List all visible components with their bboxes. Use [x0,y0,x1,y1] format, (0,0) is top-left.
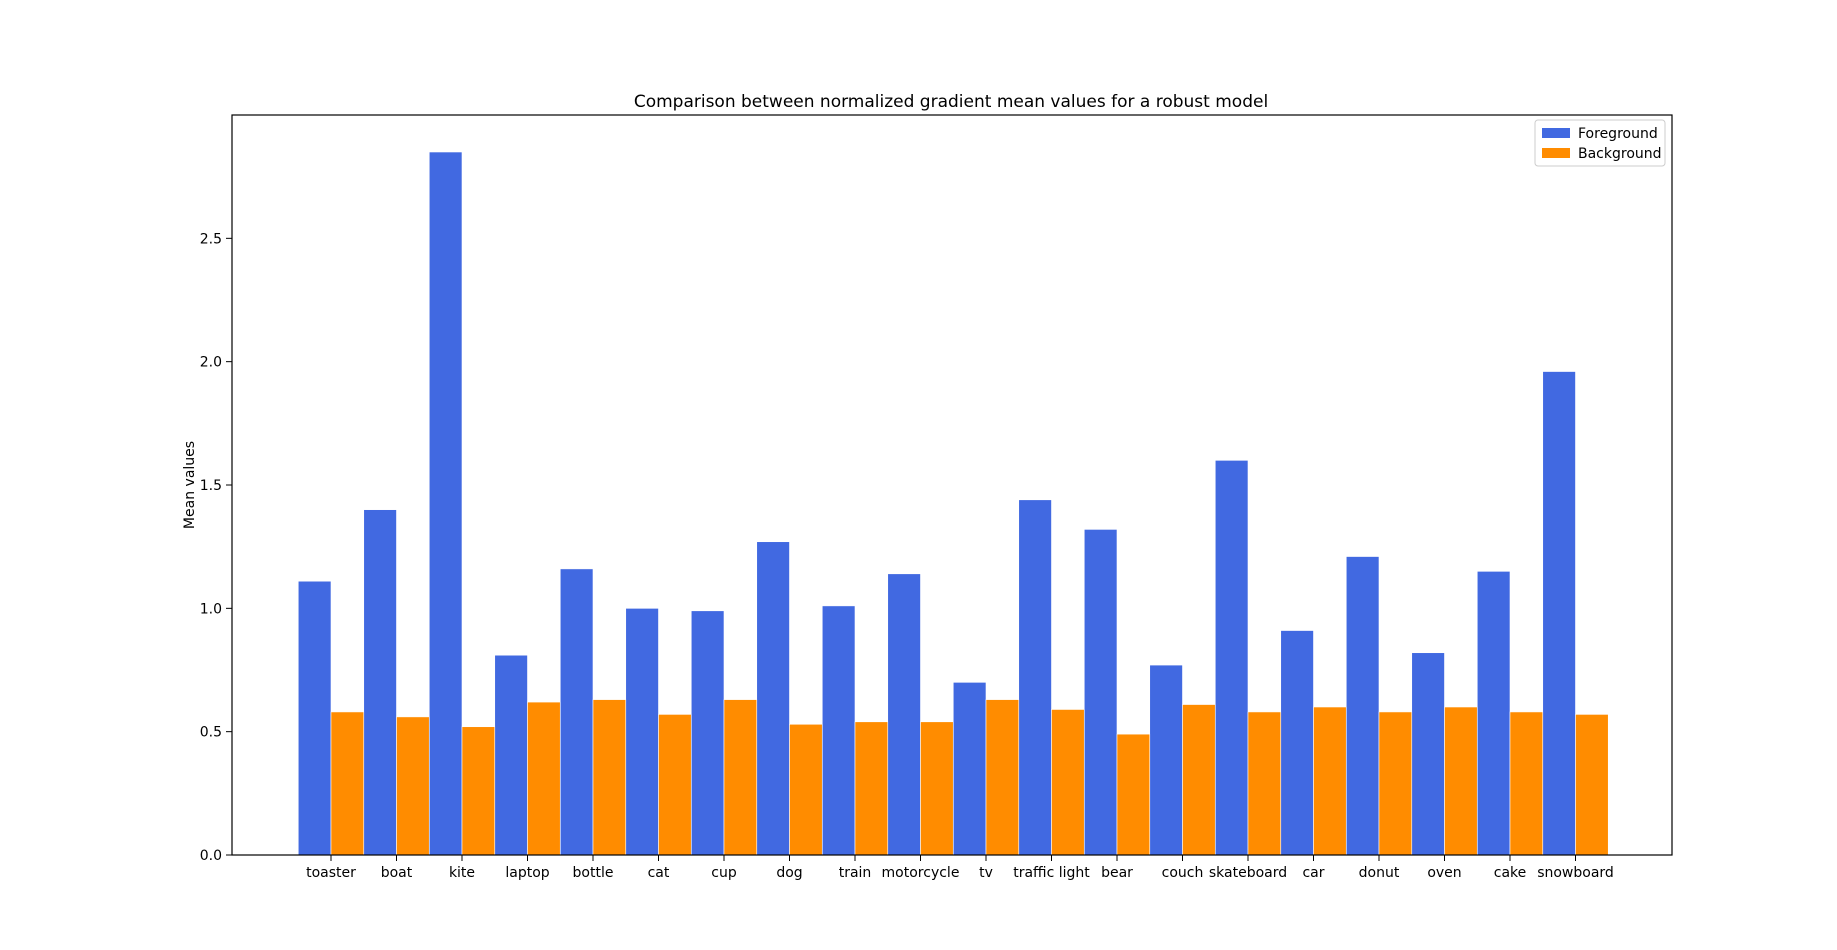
y-tick-label: 1.0 [200,601,222,617]
bar-background-couch [1182,704,1216,856]
bar-background-skateboard [1247,711,1282,856]
bar-foreground-motorcycle [887,573,921,856]
bars-group [297,151,1609,856]
plot-area-frame [231,114,1673,856]
bar-background-traffic-light [1051,709,1085,856]
x-tick-label: bear [1101,865,1133,881]
y-tick-label: 2.5 [200,231,222,247]
bar-foreground-bottle [559,568,594,856]
x-tick-label: oven [1427,865,1461,881]
bar-foreground-traffic-light [1018,499,1052,856]
legend-swatch-foreground [1542,128,1570,138]
bar-background-cake [1509,711,1544,856]
bar-background-boat [396,716,430,856]
bar-background-cat [658,714,692,856]
y-tick-label: 0.0 [200,848,222,864]
legend: Foreground Background [1534,119,1666,167]
bar-background-tv [985,699,1020,856]
bar-foreground-tv [952,682,987,856]
bar-foreground-car [1280,630,1314,856]
bar-background-oven [1444,706,1478,856]
y-axis-label: Mean values [182,441,198,529]
x-tick-label: laptop [505,865,549,881]
bar-foreground-skateboard [1214,460,1249,856]
x-tick-label: cup [711,865,737,881]
bar-background-bear [1116,733,1151,856]
x-tick-label: motorcycle [882,865,960,881]
x-tick-label: dog [776,865,802,881]
bar-foreground-laptop [494,654,528,856]
bar-foreground-toaster [297,580,332,856]
bar-background-donut [1378,711,1413,856]
bar-background-dog [789,723,823,856]
bar-background-cup [723,699,758,856]
x-tick-label: snowboard [1537,865,1614,881]
x-tick-label: couch [1162,865,1204,881]
y-tick-label: 2.0 [200,355,222,371]
x-tick-label: traffic light [1013,865,1090,881]
legend-swatch-background [1542,148,1570,158]
legend-label-foreground: Foreground [1578,126,1658,142]
bar-foreground-couch [1149,664,1183,856]
bar-foreground-donut [1345,556,1380,856]
bar-foreground-boat [363,509,397,856]
bar-background-laptop [527,701,561,856]
chart-title: Comparison between normalized gradient m… [634,92,1268,112]
bar-foreground-oven [1411,652,1445,856]
x-tick-label: tv [979,865,993,881]
x-tick-label: skateboard [1209,865,1287,881]
bar-background-train [854,721,889,856]
bar-foreground-kite [428,151,463,856]
y-tick-label: 1.5 [200,478,222,494]
bar-background-motorcycle [920,721,954,856]
legend-label-background: Background [1578,146,1662,162]
bar-background-snowboard [1575,714,1609,856]
bar-background-car [1313,706,1347,856]
bar-foreground-dog [756,541,790,856]
x-tick-label: train [839,865,872,881]
bar-foreground-snowboard [1542,371,1576,856]
x-tick-label: bottle [573,865,614,881]
x-tick-label: car [1302,865,1324,881]
x-tick-label: toaster [306,865,356,881]
x-tick-label: cake [1494,865,1527,881]
bar-foreground-cake [1476,571,1511,856]
y-axis-ticks: 0.0 0.5 1.0 1.5 2.0 2.5 [200,231,232,864]
y-tick-label: 0.5 [200,725,222,741]
x-tick-label: kite [449,865,475,881]
bar-foreground-bear [1083,529,1118,856]
bar-background-toaster [330,711,365,856]
x-tick-label: boat [381,865,413,881]
x-axis-ticks: toaster boat kite laptop bottle cat cup dog trai… [306,855,1614,881]
bar-foreground-cat [625,608,659,856]
x-tick-label: donut [1359,865,1400,881]
x-tick-label: cat [648,865,670,881]
bar-background-kite [461,726,496,856]
bar-foreground-train [821,605,856,856]
bar-foreground-cup [690,610,725,856]
bar-background-bottle [592,699,627,856]
